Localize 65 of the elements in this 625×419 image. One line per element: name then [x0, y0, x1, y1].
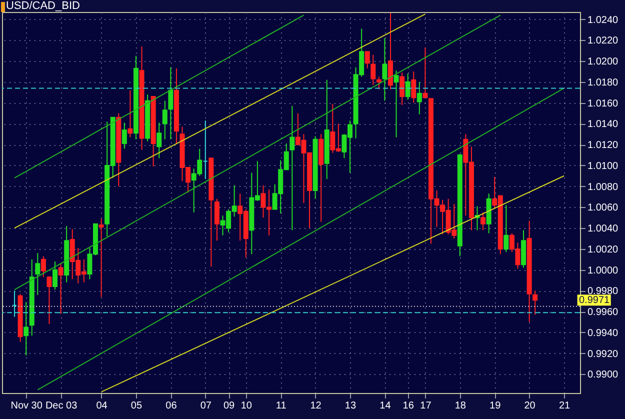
x-tick-label: 14 — [380, 400, 392, 412]
candlestick — [214, 198, 220, 242]
x-tick-label: 07 — [200, 400, 212, 412]
y-tick-label: 0.9980 — [588, 286, 619, 298]
candlestick — [400, 72, 405, 106]
candlestick — [532, 290, 538, 316]
candlestick — [422, 46, 428, 98]
x-tick-label: 06 — [166, 400, 178, 412]
candlestick — [376, 76, 382, 90]
candlestick — [156, 122, 162, 159]
x-tick-label: 20 — [524, 400, 536, 412]
y-tick-label: 1.0140 — [588, 119, 619, 130]
y-tick-label: 0.9940 — [588, 328, 619, 339]
x-tick-label: 13 — [344, 400, 356, 412]
candlestick — [52, 260, 58, 290]
annotation: 0.9971 — [579, 295, 610, 306]
x-tick-label: 16 — [402, 400, 414, 412]
y-tick-label: 1.0180 — [588, 77, 619, 88]
x-tick-label: Dec 03 — [45, 400, 78, 412]
candlestick — [394, 70, 399, 138]
x-tick-label: 10 — [240, 400, 252, 412]
y-tick-label: 1.0160 — [588, 98, 619, 110]
candlestick — [46, 276, 52, 325]
y-tick-label: 1.0200 — [588, 56, 619, 68]
candlestick — [411, 71, 416, 104]
candlestick — [122, 122, 127, 150]
candlestick — [416, 81, 422, 115]
y-tick-label: 1.0120 — [588, 140, 619, 152]
y-tick-label: 1.0040 — [588, 224, 619, 235]
y-tick-label: 1.0100 — [588, 160, 619, 172]
y-tick-label: 0.9960 — [588, 307, 619, 318]
chart-title: USD/CAD_BID — [6, 0, 80, 12]
x-tick-label: 21 — [558, 400, 571, 412]
x-tick-label: 19 — [490, 400, 502, 412]
y-tick-label: 1.0020 — [588, 244, 619, 256]
y-tick-label: 1.0000 — [588, 265, 619, 276]
y-tick-label: 0.9920 — [588, 348, 619, 360]
x-tick-label: 09 — [223, 400, 236, 412]
candlestick — [58, 263, 64, 314]
candlestick — [364, 51, 370, 69]
x-tick-label: 05 — [130, 400, 142, 412]
y-tick-label: 1.0080 — [588, 182, 619, 193]
candlestick — [98, 218, 104, 298]
x-tick-label: 18 — [454, 400, 466, 412]
candlestick — [162, 100, 168, 140]
y-tick-label: 1.0060 — [588, 202, 619, 214]
candlestick — [40, 256, 46, 278]
candlestick — [168, 66, 174, 140]
candlestick — [290, 105, 295, 231]
y-tick-label: 1.0220 — [588, 36, 619, 47]
candlestick — [35, 252, 40, 296]
x-tick-label: 04 — [96, 400, 108, 412]
candlestick — [504, 204, 509, 253]
candlestick — [382, 38, 388, 102]
x-tick-label: Nov 30 — [10, 400, 43, 412]
candlestick — [405, 73, 410, 100]
x-tick-label: 11 — [276, 400, 287, 412]
y-tick-label: 0.9900 — [588, 370, 619, 381]
candlestick — [128, 90, 133, 138]
candlestick — [370, 54, 376, 86]
candlestick — [480, 212, 486, 231]
x-tick-label: 17 — [420, 400, 432, 412]
candlestick — [24, 302, 29, 356]
y-tick-label: 1.0240 — [588, 14, 619, 26]
x-tick-label: 12 — [310, 400, 322, 412]
